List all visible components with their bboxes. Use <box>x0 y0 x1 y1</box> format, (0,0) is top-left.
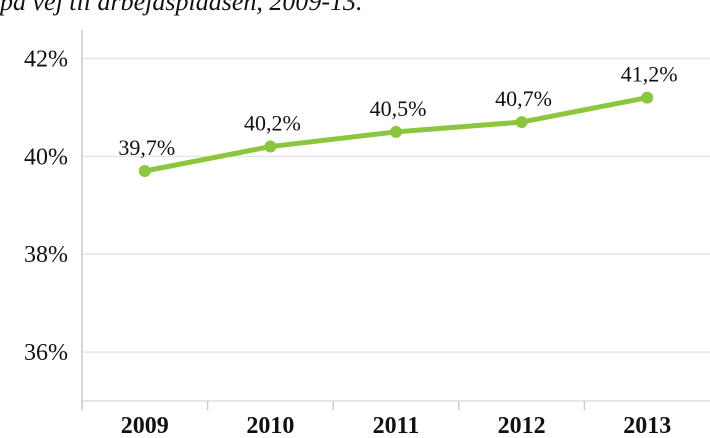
y-tick-label: 38% <box>24 242 68 268</box>
y-tick-label: 42% <box>24 46 68 72</box>
value-label: 41,2% <box>621 62 678 87</box>
point <box>264 140 277 153</box>
y-tick-label: 36% <box>24 340 68 366</box>
x-tick-label: 2012 <box>498 413 546 438</box>
point <box>138 165 151 178</box>
value-label: 40,5% <box>370 96 427 121</box>
value-label: 40,7% <box>495 86 552 111</box>
x-tick-label: 2009 <box>121 413 169 438</box>
y-tick-label: 40% <box>24 144 68 170</box>
x-tick-label: 2010 <box>246 413 294 438</box>
x-tick-label: 2011 <box>373 413 420 438</box>
point <box>390 125 402 138</box>
chart-title: på vej til arbejdspladsen, 2009-13. <box>0 0 363 16</box>
value-label: 39,7% <box>118 135 175 160</box>
value-label: 40,2% <box>244 111 301 136</box>
x-tick-label: 2013 <box>623 413 671 438</box>
point <box>515 116 528 129</box>
point <box>641 91 654 104</box>
